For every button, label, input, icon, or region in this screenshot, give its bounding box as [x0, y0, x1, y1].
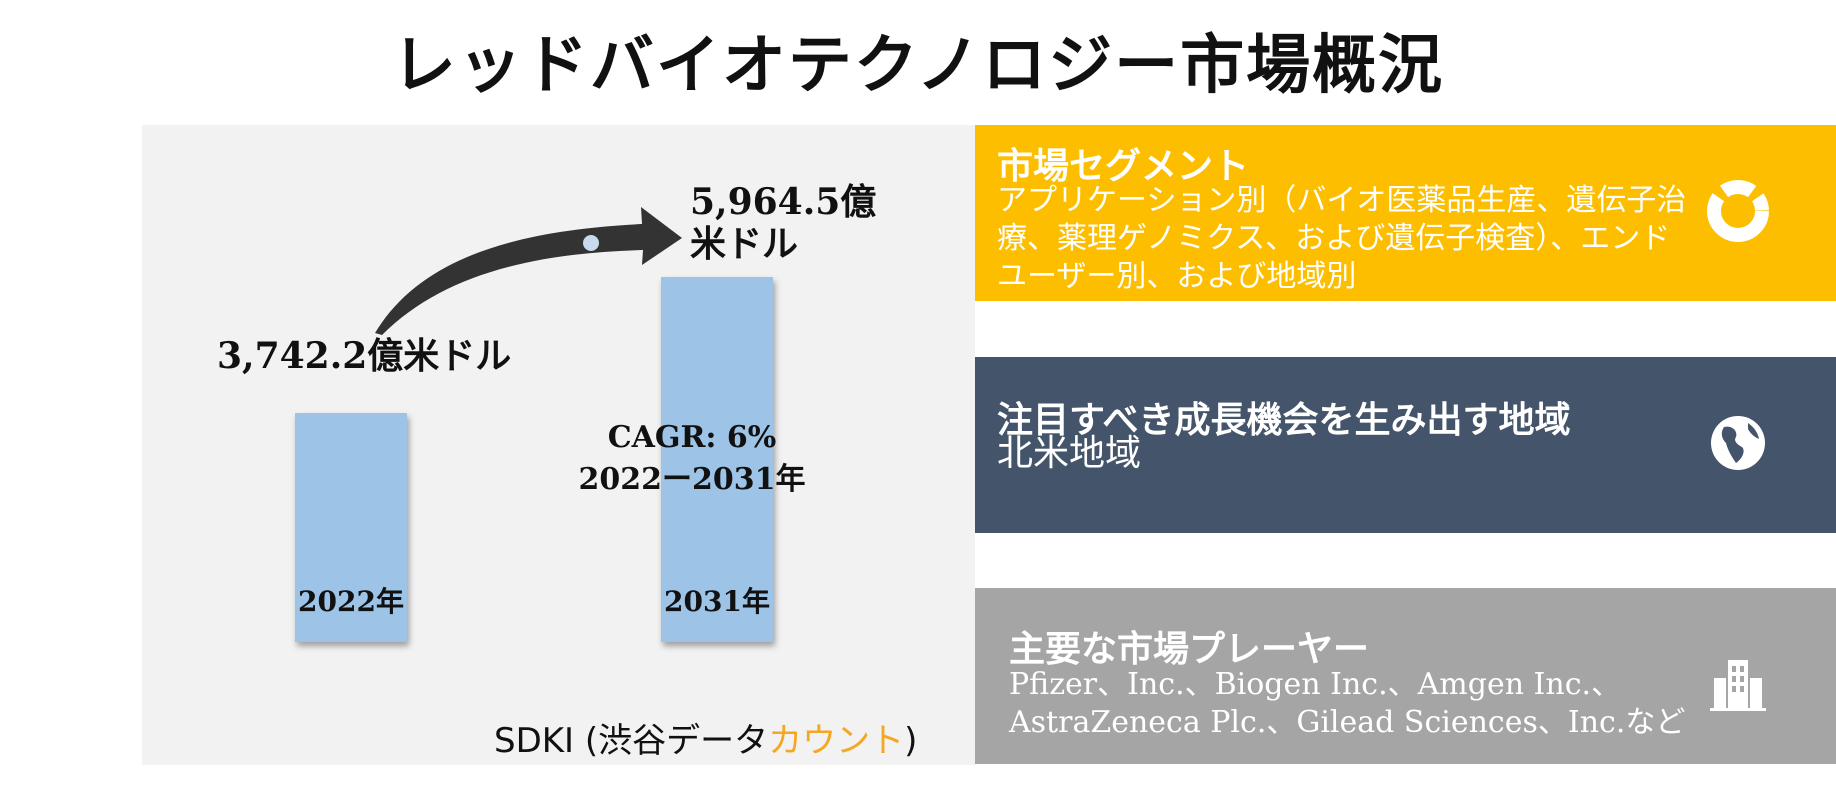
bar-2031: 2031年 [661, 277, 773, 642]
source-prefix: SDKI (渋谷データ [494, 721, 769, 761]
market-segment-card: 市場セグメント アプリケーション別（バイオ医薬品生産、遺伝子治療、薬理ゲノミクス… [975, 125, 1836, 301]
building-icon [1710, 660, 1766, 711]
players-line-2: AstraZeneca Plc.、Gilead Sciences、Inc.など [1009, 705, 1686, 740]
region-body: 北米地域 [997, 433, 1142, 474]
bar-category-label: 2031年 [664, 585, 770, 618]
chart-panel: 2022年 2031年 3,742.2億米ドル 5,964.5億米ドル CAGR… [142, 125, 975, 765]
globe-icon [1711, 416, 1765, 470]
cagr-period: 2022ー2031年 [578, 462, 806, 497]
segment-title: 市場セグメント [997, 145, 1250, 187]
page-title: レッドバイオテクノロジー市場概況 [391, 28, 1445, 103]
region-title: 注目すべき成長機会を生み出す地域 [997, 399, 1571, 441]
source-accent: カウント [768, 721, 905, 761]
key-players-card: 主要な市場プレーヤー Pfizer、Inc.、Biogen Inc.、Amgen… [975, 588, 1836, 764]
cagr-annotation: CAGR: 6% 2022ー2031年 [562, 417, 822, 501]
arrow-dot [583, 235, 599, 251]
value-label-2031: 5,964.5億米ドル [690, 181, 877, 265]
bar-category-label: 2022年 [298, 585, 404, 618]
segment-body: アプリケーション別（バイオ医薬品生産、遺伝子治療、薬理ゲノミクス、および遺伝子検… [997, 183, 1687, 294]
value-label-2022: 3,742.2億米ドル [217, 335, 512, 377]
players-title: 主要な市場プレーヤー [1009, 628, 1370, 670]
region-card: 注目すべき成長機会を生み出す地域 北米地域 [975, 357, 1836, 533]
bar-2022: 2022年 [295, 413, 407, 642]
growth-arrow [375, 207, 682, 335]
cagr-value: CAGR: 6% [607, 420, 777, 455]
source-suffix: ) [904, 721, 918, 761]
players-line-1: Pfizer、Inc.、Biogen Inc.、Amgen Inc.、 [1009, 667, 1622, 702]
donut-chart-icon [1707, 180, 1769, 242]
source-credit: SDKI (渋谷データカウント) [494, 713, 917, 762]
